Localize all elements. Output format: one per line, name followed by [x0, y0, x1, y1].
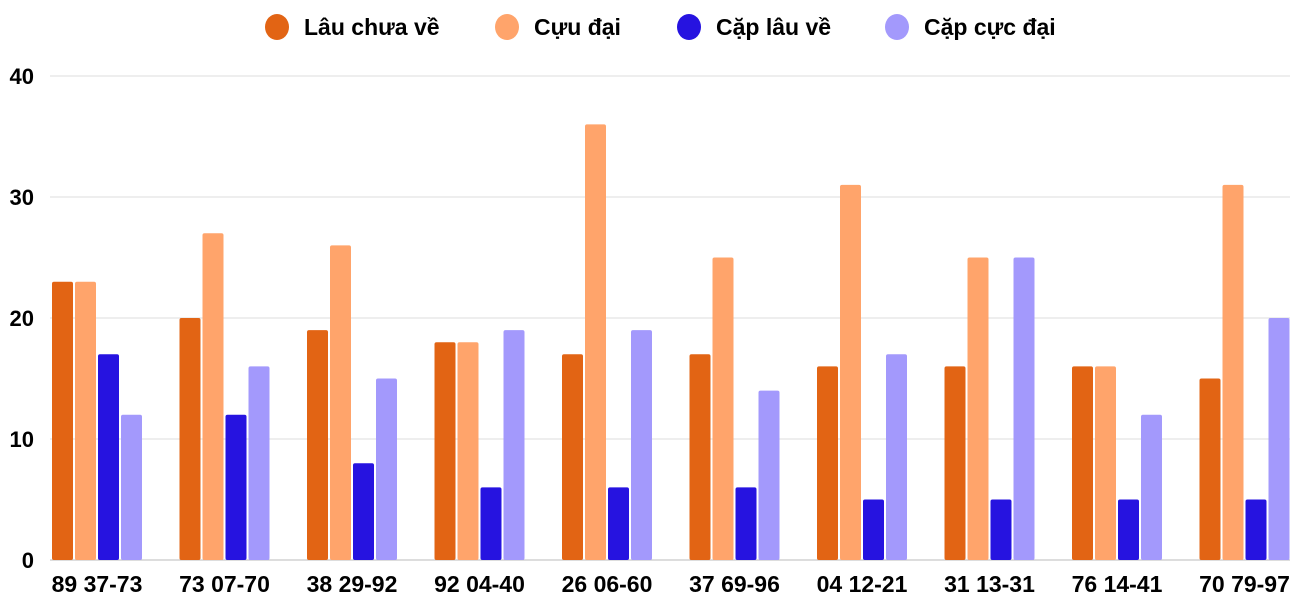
bar	[98, 354, 119, 560]
bar	[817, 366, 838, 560]
legend: Lâu chưa về Cựu đại Cặp lâu về Cặp cực đại	[265, 14, 1056, 40]
x-tick-label: 37 69-96	[689, 571, 780, 597]
legend-swatch	[677, 14, 701, 40]
legend-item: Cặp lâu về	[677, 14, 831, 40]
bar	[434, 342, 456, 560]
bar	[1013, 257, 1035, 560]
bar	[631, 330, 652, 560]
y-tick-label: 10	[10, 427, 34, 452]
x-tick-label: 26 06-60	[562, 571, 653, 597]
bar	[758, 390, 780, 560]
legend-label: Cặp cực đại	[924, 14, 1056, 40]
bar	[503, 330, 525, 560]
y-tick-label: 0	[22, 548, 34, 573]
bar	[457, 342, 479, 560]
x-tick-label: 31 13-31	[944, 571, 1035, 597]
bar	[886, 354, 907, 560]
legend-label: Cặp lâu về	[716, 14, 831, 40]
x-tick-label: 76 14-41	[1072, 571, 1163, 597]
bar	[1072, 366, 1093, 560]
bar	[585, 124, 606, 561]
bar	[562, 354, 583, 560]
bar	[330, 245, 351, 560]
legend-label: Lâu chưa về	[304, 14, 440, 40]
x-tick-label: 38 29-92	[307, 571, 398, 597]
legend-item: Cặp cực đại	[885, 14, 1056, 40]
bar	[967, 257, 989, 560]
bar	[353, 463, 374, 560]
legend-item: Lâu chưa về	[265, 14, 440, 40]
bar	[840, 184, 861, 560]
bar	[863, 499, 884, 560]
x-axis: 89 37-73 73 07-70 38 29-92 92 04-40 26 06-60…	[52, 571, 1290, 597]
x-tick-label: 04 12-21	[817, 571, 908, 597]
bar	[735, 487, 757, 560]
bar	[712, 257, 734, 560]
bar	[225, 414, 247, 560]
bar	[990, 499, 1012, 560]
bar	[689, 354, 711, 560]
bar	[75, 281, 96, 560]
legend-item: Cựu đại	[495, 14, 621, 40]
bar	[1095, 366, 1116, 560]
bar	[1245, 499, 1267, 560]
bar	[480, 487, 502, 560]
legend-label: Cựu đại	[534, 14, 621, 40]
bar	[944, 366, 966, 560]
bar	[179, 318, 201, 560]
y-axis: 0 10 20 30 40	[10, 64, 34, 573]
bars	[52, 124, 1290, 561]
legend-swatch	[265, 14, 289, 40]
bar	[608, 487, 629, 560]
x-tick-label: 92 04-40	[434, 571, 525, 597]
bar	[1268, 318, 1290, 560]
legend-swatch	[885, 14, 909, 40]
bar	[248, 366, 270, 560]
bar	[1118, 499, 1139, 560]
x-tick-label: 73 07-70	[179, 571, 270, 597]
bar	[52, 281, 73, 560]
y-tick-label: 20	[10, 306, 34, 331]
bar	[121, 414, 142, 560]
y-tick-label: 40	[10, 64, 34, 89]
y-tick-label: 30	[10, 185, 34, 210]
x-tick-label: 70 79-97	[1199, 571, 1290, 597]
bar	[202, 233, 224, 561]
legend-swatch	[495, 14, 519, 40]
bar	[376, 378, 397, 560]
bar	[1222, 184, 1244, 560]
bar	[1199, 378, 1221, 560]
bar	[307, 330, 328, 560]
bar	[1141, 414, 1162, 560]
x-tick-label: 89 37-73	[52, 571, 143, 597]
